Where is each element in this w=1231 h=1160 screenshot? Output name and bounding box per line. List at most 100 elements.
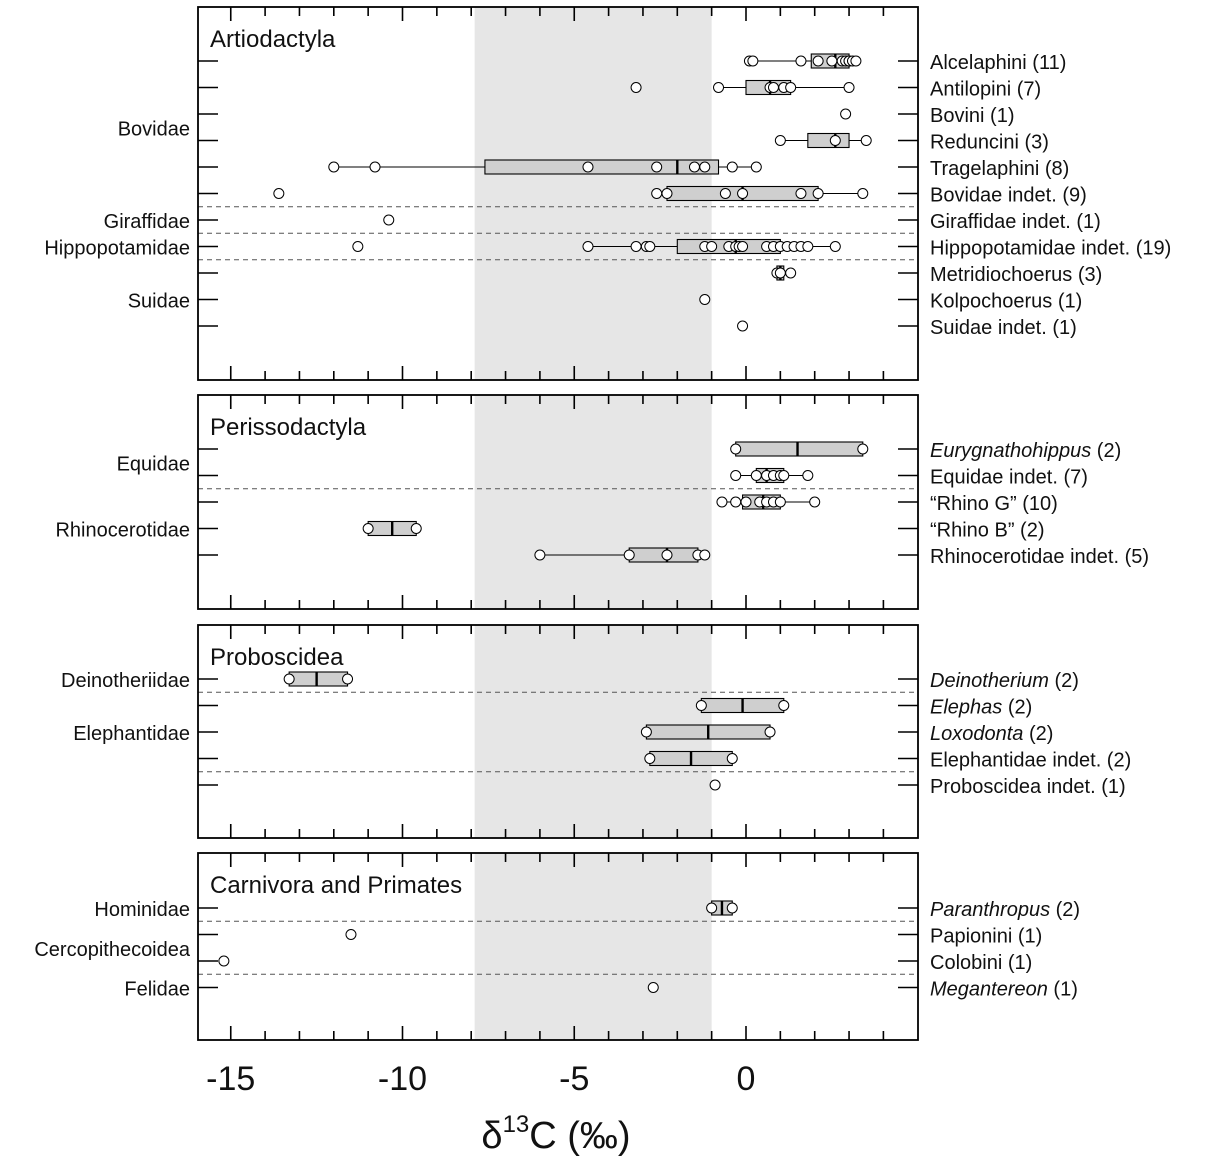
panel-title: Artiodactyla: [210, 26, 336, 53]
data-point: [860, 135, 872, 146]
data-point: [699, 549, 711, 561]
x-tick-label: -15: [206, 1060, 255, 1098]
family-label: Hippopotamidae: [44, 238, 190, 260]
data-point: [850, 55, 862, 67]
panel-title: Carnivora and Primates: [210, 872, 462, 899]
data-point: [644, 753, 656, 764]
x-tick-label: 0: [737, 1060, 756, 1098]
data-point: [750, 470, 762, 481]
data-point: [802, 470, 814, 481]
panel-frame: [197, 624, 919, 839]
data-point: [709, 779, 721, 791]
data-point: [747, 55, 759, 67]
data-point: [661, 549, 673, 561]
row-label: Rhinocerotidae indet. (5): [930, 546, 1149, 568]
data-point: [840, 108, 852, 120]
data-point: [283, 673, 295, 685]
data-point: [750, 161, 762, 173]
x-axis-label: δ13C (‰): [481, 1111, 630, 1157]
data-point: [582, 241, 594, 252]
family-label: Suidae: [128, 291, 190, 313]
row-label: Eurygnathohippus (2): [930, 440, 1121, 462]
data-point: [730, 496, 742, 508]
data-point: [362, 523, 374, 534]
data-point: [730, 443, 742, 455]
row-label: Papionini (1): [930, 926, 1042, 948]
family-label: Cercopithecoidea: [34, 939, 191, 961]
data-point: [651, 188, 663, 199]
data-point: [737, 320, 749, 332]
data-point: [345, 929, 357, 940]
row-label: Reduncini (3): [930, 132, 1049, 154]
family-label: Deinotheriidae: [61, 670, 190, 692]
data-point: [812, 55, 824, 67]
data-point: [688, 161, 700, 173]
data-point: [726, 161, 738, 173]
data-point: [644, 241, 656, 252]
data-point: [737, 241, 749, 252]
data-point: [623, 549, 635, 561]
data-point: [383, 214, 395, 226]
panel-frame: [197, 6, 919, 381]
data-point: [795, 188, 807, 199]
x-tick-label: -10: [378, 1060, 427, 1098]
row-label: Megantereon (1): [930, 979, 1078, 1001]
panel-0: Alcelaphini (11) Antilopini (7) Bovini (1)…: [44, 6, 1171, 381]
row-label: Equidae indet. (7): [930, 467, 1088, 489]
data-point: [218, 955, 230, 967]
data-point: [647, 982, 659, 993]
row-label: Deinotherium (2): [930, 670, 1079, 692]
shaded-band-3: [474, 853, 712, 1040]
data-point: [829, 135, 841, 146]
iqr-box: [735, 441, 864, 457]
row-label: Elephas (2): [930, 697, 1032, 719]
data-point: [767, 82, 779, 93]
data-point: [342, 673, 354, 685]
data-point: [774, 267, 786, 279]
data-point: [802, 241, 814, 252]
x-tick-label: -5: [559, 1060, 589, 1098]
data-point: [695, 700, 707, 711]
family-label: Equidae: [117, 453, 190, 475]
row-label: Alcelaphini (11): [930, 52, 1066, 74]
iqr-box: [807, 132, 850, 149]
row-label: Giraffidae indet. (1): [930, 211, 1101, 233]
data-point: [829, 241, 841, 252]
family-label: Bovidae: [118, 118, 190, 140]
data-point: [582, 161, 594, 173]
data-point: [352, 241, 364, 252]
data-point: [726, 902, 738, 914]
data-point: [699, 161, 711, 173]
row-label: Hippopotamidae indet. (19): [930, 238, 1171, 260]
data-point: [273, 188, 285, 199]
family-label: Rhinocerotidae: [55, 520, 190, 542]
row-label: Metridiochoerus (3): [930, 264, 1102, 286]
data-point: [651, 161, 663, 173]
data-point: [740, 496, 752, 508]
iqr-box: [484, 159, 720, 175]
family-label: Hominidae: [94, 899, 190, 921]
family-label: Elephantidae: [73, 723, 190, 745]
data-point: [778, 700, 790, 711]
row-label: Bovidae indet. (9): [930, 185, 1087, 207]
data-point: [857, 443, 869, 455]
data-point: [785, 82, 797, 93]
data-point: [706, 241, 718, 252]
data-point: [328, 161, 340, 173]
data-point: [630, 82, 642, 93]
data-point: [785, 267, 797, 279]
data-point: [716, 496, 728, 508]
row-label: “Rhino B” (2): [930, 520, 1044, 542]
row-label: Antilopini (7): [930, 79, 1041, 101]
panel-title: Proboscidea: [210, 644, 344, 671]
row-label: “Rhino G” (10): [930, 493, 1058, 515]
data-point: [774, 135, 786, 146]
iqr-box: [288, 671, 349, 687]
row-label: Loxodonta (2): [930, 723, 1053, 745]
data-point: [737, 188, 749, 199]
shaded-band-1: [474, 395, 712, 609]
panel-2: Deinotherium (2) Elephas (2) Loxodonta (2)…: [61, 624, 1131, 839]
data-point: [726, 753, 738, 764]
data-point: [369, 161, 381, 173]
